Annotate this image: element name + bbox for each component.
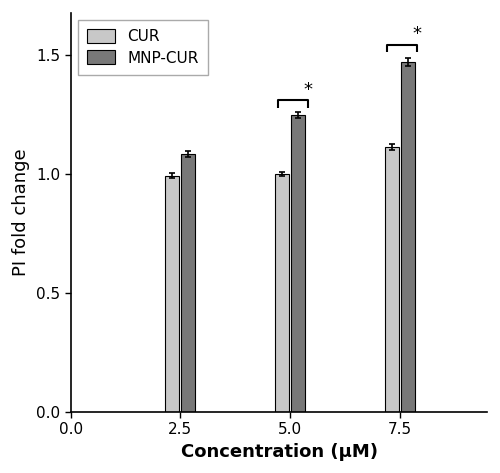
Legend: CUR, MNP-CUR: CUR, MNP-CUR [78, 20, 208, 75]
Bar [385, 147, 399, 412]
Bar [166, 175, 179, 412]
Bar [275, 174, 289, 412]
Bar [291, 115, 305, 412]
X-axis label: Concentration (μM): Concentration (μM) [180, 443, 378, 461]
Y-axis label: PI fold change: PI fold change [12, 148, 30, 276]
Bar [400, 62, 414, 412]
Text: *: * [413, 26, 422, 44]
Text: *: * [303, 81, 312, 99]
Bar [181, 154, 195, 412]
